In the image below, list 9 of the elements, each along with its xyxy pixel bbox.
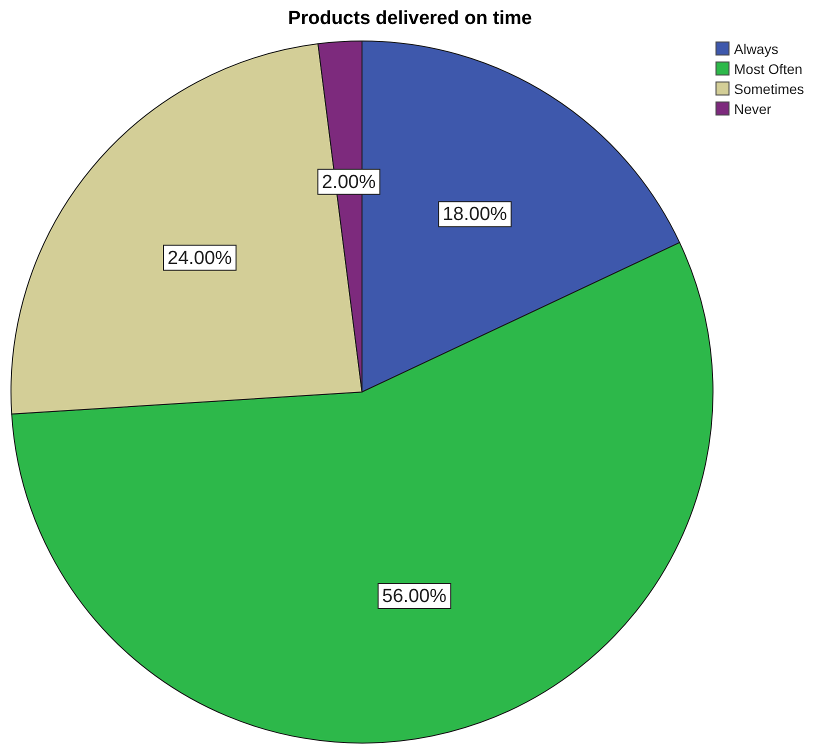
legend-label: Most Often bbox=[734, 61, 802, 77]
legend-label: Never bbox=[734, 101, 772, 117]
legend-label: Always bbox=[734, 41, 778, 57]
data-label: 56.00% bbox=[382, 585, 447, 606]
data-label: 2.00% bbox=[322, 171, 376, 192]
legend-label: Sometimes bbox=[734, 81, 804, 97]
data-label: 18.00% bbox=[442, 204, 508, 225]
data-label: 24.00% bbox=[168, 247, 232, 268]
chart-title: Products delivered on time bbox=[288, 8, 532, 29]
